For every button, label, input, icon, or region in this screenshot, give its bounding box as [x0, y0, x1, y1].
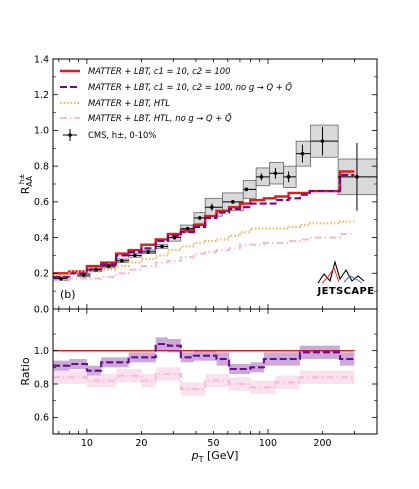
cms-data-point — [210, 205, 214, 210]
ratio-band-segment — [322, 345, 341, 359]
y-tick-label: 1.0 — [34, 126, 49, 137]
cms-data-point — [355, 175, 359, 179]
cms-data-point — [120, 258, 124, 263]
y-tick-label: 0.6 — [34, 197, 49, 208]
ratio-band-segment — [53, 360, 70, 371]
ratio-band-segment — [167, 339, 181, 353]
ratio-band-segment — [141, 352, 156, 363]
ratio-y-axis-label: Ratio — [19, 357, 32, 386]
series-line-2 — [53, 174, 355, 278]
panel-label: (b) — [60, 288, 76, 301]
cms-data-point — [160, 244, 164, 249]
cms-data-point — [59, 276, 63, 281]
cms-data-point — [286, 175, 291, 179]
ratio-line-3 — [53, 372, 355, 391]
cms-data-point — [172, 235, 177, 240]
legend-label-2: MATTER + LBT, c1 = 10, c2 = 100, no g → … — [88, 81, 292, 92]
ratio-band-segment — [193, 382, 206, 396]
cms-data-point — [146, 250, 150, 254]
ratio-y-tick-label: 1.0 — [34, 346, 49, 357]
ratio-band-segment — [86, 365, 102, 376]
y-tick-label: 1.2 — [34, 90, 49, 101]
logo-text: JETSCAPE — [316, 286, 374, 297]
ratio-line-2 — [53, 342, 355, 372]
cms-data-point — [273, 171, 278, 176]
ratio-y-tick-label: 0.8 — [34, 379, 49, 390]
y-tick-label: 1.4 — [34, 54, 49, 65]
y-axis-label: RAAh± — [18, 174, 34, 195]
y-tick-label: 0.8 — [34, 161, 49, 172]
cms-data-point — [259, 175, 264, 179]
cms-data-point — [185, 226, 190, 231]
ratio-band-segment — [250, 362, 264, 373]
ratio-band-segment — [141, 374, 156, 388]
ratio-band-segment — [205, 374, 217, 388]
x-tick-label: 50 — [207, 438, 219, 449]
ratio-band-segment — [299, 370, 310, 384]
legend-label-4: MATTER + LBT, HTL, no g → Q + Q̄ — [88, 112, 232, 123]
x-tick-label: 20 — [135, 438, 147, 449]
legend-label-3: MATTER + LBT, HTL — [88, 98, 170, 108]
ratio-band-segment — [53, 370, 70, 384]
logo-wave-icon — [343, 275, 363, 284]
jetscape-logo: JETSCAPE — [316, 259, 374, 297]
legend-label-1: MATTER + LBT, c1 = 10, c2 = 100 — [88, 66, 230, 76]
ratio-band-segment — [250, 380, 264, 394]
cms-data-point — [231, 200, 235, 204]
y-tick-label: 0.0 — [34, 304, 49, 315]
cms-data-point — [106, 264, 111, 268]
cms-data-point — [93, 267, 98, 272]
legend-cms-marker — [68, 133, 72, 137]
x-tick-label: 10 — [81, 438, 93, 449]
x-axis-label: pT [GeV] — [191, 449, 239, 464]
y-tick-label: 0.2 — [34, 269, 49, 280]
logo-flame-icon — [321, 266, 340, 284]
cms-data-point — [81, 273, 86, 277]
ratio-band-segment — [180, 382, 194, 396]
ratio-panel: 0.6 0.8 1.0 10 20 50 100 200 Ratio pT [GeV] — [19, 308, 378, 464]
bottom-frame — [52, 308, 378, 435]
ratio-y-tick-label: 0.6 — [34, 413, 49, 424]
cms-data-point — [197, 216, 202, 220]
cms-data-point — [300, 151, 305, 156]
ratio-band-segment — [205, 350, 217, 361]
raa-panel: 0.0 0.2 0.4 0.6 0.8 1.0 1.2 1.4 RAAh± (b) MATTER +… — [18, 54, 378, 315]
x-tick-label: 200 — [313, 438, 331, 449]
y-tick-label: 0.4 — [34, 233, 49, 244]
ratio-band-segment — [155, 367, 168, 381]
series-line-3 — [53, 220, 355, 277]
x-tick-label: 100 — [259, 438, 277, 449]
legend-label-cms: CMS, h±, 0-10% — [88, 130, 156, 140]
ratio-band-segment — [275, 375, 289, 389]
cms-data-point — [320, 139, 325, 143]
cms-data-point — [133, 253, 137, 258]
cms-data-point — [244, 187, 249, 192]
logo-spark-icon — [317, 259, 365, 284]
series-line-4 — [53, 232, 355, 282]
